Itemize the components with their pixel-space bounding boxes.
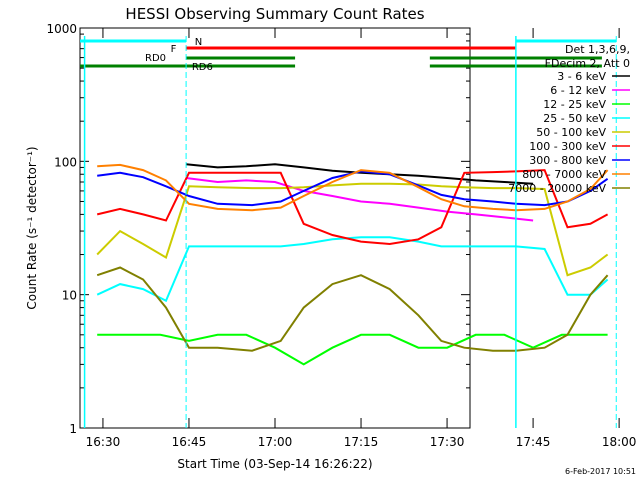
chart-title: HESSI Observing Summary Count Rates [125, 5, 424, 23]
date-stamp: 6-Feb-2017 10:51 [565, 467, 636, 476]
legend-entry-label: 7000 - 20000 keV [508, 182, 606, 195]
legend-entry-label: 3 - 6 keV [557, 70, 606, 83]
series-group [96, 163, 609, 366]
x-tick-label: 16:45 [172, 435, 207, 449]
legend-entry-label: 800 - 7000 keV [522, 168, 606, 181]
x-tick-label: 18:00 [602, 435, 637, 449]
legend-entry-label: 6 - 12 keV [550, 84, 606, 97]
segment-label: N [195, 37, 202, 48]
x-tick-label: 17:45 [516, 435, 551, 449]
series-line-8 [96, 266, 609, 352]
segment-label: RD6 [192, 62, 213, 73]
segment-label: RD0 [145, 53, 166, 64]
legend-entry-label: 12 - 25 keV [543, 98, 606, 111]
series-line-7 [97, 163, 609, 212]
y-tick-label: 1000 [46, 22, 77, 36]
series-line-1 [185, 177, 534, 222]
overlay-group: RD0 RD6 F N [80, 36, 617, 428]
y-axis-label: Count Rate (s⁻¹ detector⁻¹) [25, 146, 39, 309]
legend-header: FDecim 2, Att 0 [545, 57, 630, 70]
x-axis-label: Start Time (03-Sep-14 16:26:22) [177, 457, 372, 471]
segment-label: F [171, 44, 177, 55]
y-tick-label: 100 [54, 155, 77, 169]
legend-entry-label: 50 - 100 keV [536, 126, 606, 139]
y-tick-label: 1 [69, 422, 77, 436]
legend-entry-label: 100 - 300 keV [529, 140, 606, 153]
series-line-2 [97, 333, 608, 366]
series-line-0 [186, 163, 534, 185]
series-line-3 [96, 236, 609, 303]
legend-entry-label: 25 - 50 keV [543, 112, 606, 125]
x-tick-label: 17:30 [430, 435, 465, 449]
axes-group: HESSI Observing Summary Count Rates Start… [25, 5, 636, 471]
series-line-5 [96, 169, 609, 246]
x-tick-label: 17:00 [258, 435, 293, 449]
plot-frame [79, 27, 471, 429]
y-tick-label: 10 [62, 289, 77, 303]
x-tick-label: 16:30 [86, 435, 121, 449]
legend-header: Det 1,3,6,9, [565, 43, 630, 56]
x-tick-label: 17:15 [344, 435, 379, 449]
legend-entry-label: 300 - 800 keV [529, 154, 606, 167]
series-line-4 [96, 182, 609, 277]
